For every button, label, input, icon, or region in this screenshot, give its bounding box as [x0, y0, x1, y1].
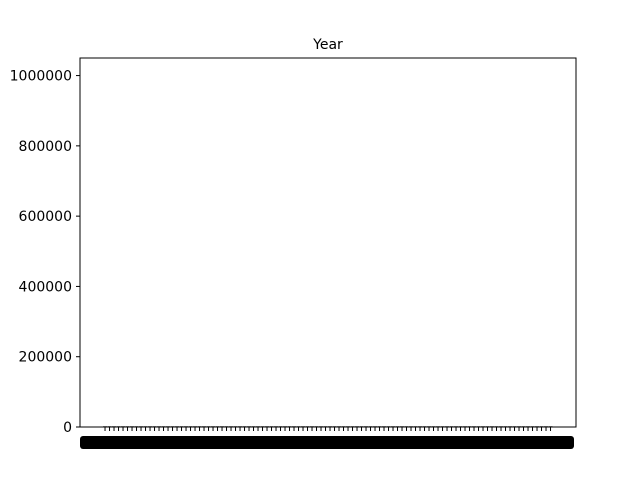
y-tick-label: 1000000 [10, 69, 72, 85]
x-tick-labels-overlapping [80, 436, 574, 449]
y-tick-label: 0 [63, 420, 72, 436]
y-tick-label: 600000 [19, 209, 72, 225]
x-axis [80, 427, 574, 449]
y-axis: 0 200000 400000 600000 800000 1000000 [10, 69, 80, 436]
y-tick-label: 800000 [19, 139, 72, 155]
y-tick-label: 400000 [19, 279, 72, 295]
chart-title: Year [312, 37, 343, 53]
y-tick-label: 200000 [19, 350, 72, 366]
plot-frame [79, 57, 577, 428]
